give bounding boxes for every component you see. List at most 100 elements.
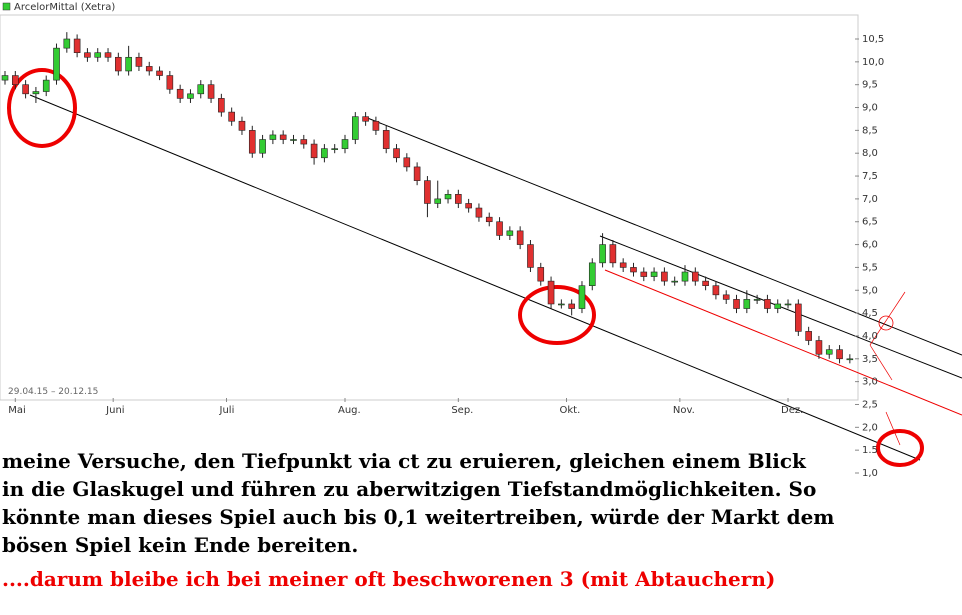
comment-line: meine Versuche, den Tiefpunkt via ct zu … [2,449,807,473]
candle-body [145,66,153,72]
comment-line: könnte man dieses Spiel auch bis 0,1 wei… [2,505,834,529]
y-tick-label: 5,0 [862,285,878,296]
candle-body [12,75,19,85]
y-tick-label: 10,0 [862,57,884,68]
x-tick-label: Juni [105,405,124,416]
candle-body [527,244,534,268]
candle-body [805,331,812,341]
trend-line [604,269,962,416]
y-tick-label: 5,5 [862,262,878,273]
candle-body [310,143,318,159]
candle-body [547,280,555,305]
trend-line [29,94,921,461]
drawn-lines [7,68,962,467]
candle-body [73,38,81,54]
y-tick-label: 6,0 [862,240,878,251]
y-tick-label: 10,5 [862,34,884,45]
mark-line [885,411,901,446]
candle-body [290,139,297,141]
candle-body [135,56,143,67]
candle-body [650,271,658,277]
candle-body [455,194,462,204]
candle-body [619,262,627,268]
x-tick-label: Aug. [338,405,361,416]
chart-title: ArcelorMittal (Xetra) [14,2,115,13]
candle-body [784,303,792,306]
candle-body [733,299,740,309]
candle-body [32,91,40,95]
candle-body [187,93,194,99]
candle-body [599,244,606,264]
candle-body [465,203,472,209]
candle-body [84,52,91,58]
x-tick-label: Okt. [560,405,581,416]
candle-body [681,271,689,282]
x-tick-label: Dez. [781,405,803,416]
candle-body [774,303,782,309]
candle-body [424,180,431,204]
candle-body [661,271,668,282]
candle-body [197,84,205,95]
plot-frame [0,14,859,401]
candle-body [630,267,637,273]
candle-body [115,56,122,72]
candle-body [722,294,730,300]
candle-body [609,244,617,264]
period-label: 29.04.15 – 20.12.15 [8,387,98,397]
y-tick-label: 2,0 [862,422,878,433]
x-tick-label: Mai [8,405,26,416]
candle-body [228,111,235,122]
candle-body [207,84,215,99]
y-tick-label: 1.5 [862,445,878,456]
candle-body [753,299,761,301]
candle-body [506,230,514,236]
candle-body [434,198,442,204]
candle-body [444,194,452,200]
candle-body [825,349,833,355]
candle-body [692,271,699,282]
trend-line [364,116,962,356]
x-tick-label: Juli [219,405,235,416]
candle-body [393,148,400,159]
candle-body [42,79,50,92]
candle-body [321,148,328,159]
highlight-circle [7,68,77,148]
y-tick-label: 3,0 [862,377,878,388]
candle-body [764,299,771,309]
candle-body [588,262,596,286]
candle-body [331,148,338,150]
candle-body [279,134,287,140]
candle-body [496,221,503,236]
x-tick-label: Nov. [673,405,695,416]
candle-body [125,56,132,72]
candle-body [22,84,29,95]
y-tick-label: 4,0 [862,331,878,342]
candle-body [403,157,411,168]
small-circle [878,315,894,331]
candle-body [413,166,421,181]
candle-body [94,52,102,58]
candle-body [362,116,369,122]
y-tick-label: 2,5 [862,399,878,410]
candle-body [218,98,225,113]
candle-body [104,52,112,58]
candle-body [795,303,802,332]
candle-body [475,207,483,218]
candle-body [382,130,390,149]
candle-body [558,303,565,306]
x-tick-label: Sep. [451,405,473,416]
y-tick-label: 7,0 [862,194,878,205]
candle-body [702,280,709,286]
mark-line [869,291,906,346]
y-tick-label: 9,0 [862,103,878,114]
candle-body [743,299,751,309]
y-tick-label: 8,0 [862,148,878,159]
candle-body [846,358,854,361]
highlight-circle [518,285,596,345]
candle-body [712,285,720,296]
candle-body [176,88,184,99]
candle-body [352,116,359,140]
candle-body [568,303,575,309]
candle-body [485,216,493,223]
